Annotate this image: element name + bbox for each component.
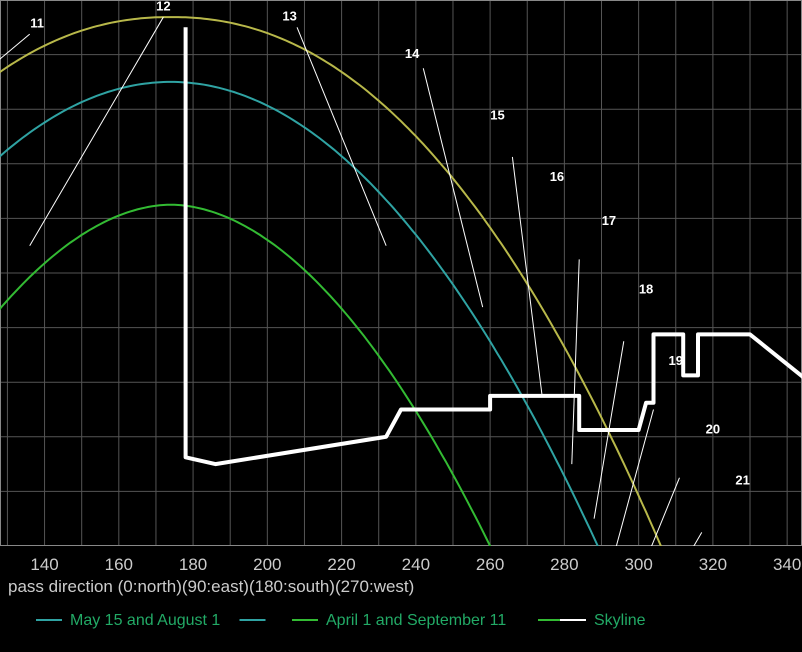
- hour-label-17: 17: [602, 213, 616, 228]
- hour-label-11: 11: [30, 15, 44, 30]
- hour-label-20: 20: [706, 421, 720, 436]
- x-tick-340: 340: [773, 555, 801, 574]
- x-tick-160: 160: [105, 555, 133, 574]
- hour-label-13: 13: [282, 8, 296, 23]
- hour-label-16: 16: [550, 169, 564, 184]
- sun-path-chart: { "layout": { "width": 802, "height": 65…: [0, 0, 802, 652]
- x-tick-200: 200: [253, 555, 281, 574]
- x-axis-title: pass direction (0:north)(90:east)(180:so…: [8, 577, 414, 596]
- hour-label-14: 14: [405, 46, 420, 61]
- x-tick-240: 240: [402, 555, 430, 574]
- x-tick-300: 300: [624, 555, 652, 574]
- hour-label-21: 21: [735, 473, 749, 488]
- legend-label-2: Skyline: [594, 612, 646, 629]
- hour-label-12: 12: [156, 0, 170, 13]
- legend-label-0: May 15 and August 1: [70, 612, 220, 629]
- x-tick-260: 260: [476, 555, 504, 574]
- x-tick-320: 320: [699, 555, 727, 574]
- chart-svg: 11 12 13 14 15 16 17 18 19 20 21 140 160 180 200 220 240…: [0, 0, 802, 652]
- legend-label-1: April 1 and September 11: [326, 612, 506, 629]
- hour-label-19: 19: [669, 353, 683, 368]
- x-tick-180: 180: [179, 555, 207, 574]
- hour-label-18: 18: [639, 281, 653, 296]
- x-tick-280: 280: [550, 555, 578, 574]
- x-tick-140: 140: [30, 555, 58, 574]
- hour-label-15: 15: [490, 107, 504, 122]
- x-tick-220: 220: [327, 555, 355, 574]
